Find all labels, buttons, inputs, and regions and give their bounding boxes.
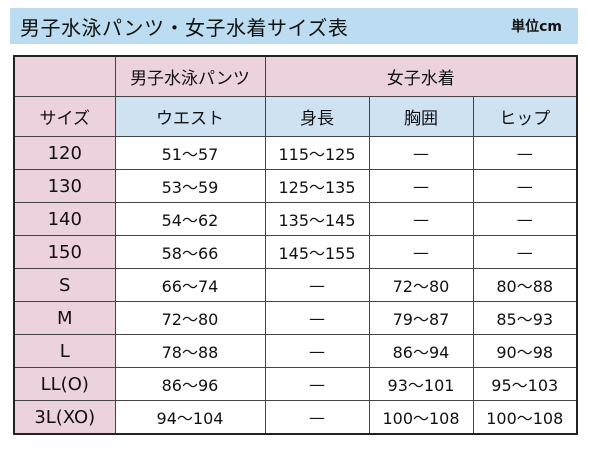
column-header-chest: 胸囲 [368,96,474,137]
table-row: M 72～80—79～87 85～93 [13,301,578,335]
cell-chest: — [368,202,474,236]
cell-waist: 94～104 [114,400,266,435]
cell-height: — [264,367,370,401]
table-row: 120 51～57 115～125— — [13,136,578,170]
column-header-hip: ヒップ [472,96,578,137]
table-row: 150 58～66 145～155— — [13,235,578,269]
cell-hip: — [472,169,578,203]
cell-chest: 93～101 [368,367,474,401]
cell-hip: — [472,136,578,170]
corner-cell [13,55,116,97]
column-header-height: 身長 [264,96,370,137]
cell-chest: 79～87 [368,301,474,335]
cell-height: 125～135 [264,169,370,203]
cell-size: 140 [13,202,116,236]
cell-size: 130 [13,169,116,203]
cell-size: LL(O) [13,367,116,401]
cell-waist: 58～66 [114,235,266,269]
cell-hip: 90～98 [472,334,578,368]
cell-size: M [13,301,116,335]
cell-chest: — [368,169,474,203]
group-header-boys: 男子水泳パンツ [114,55,266,97]
unit-label: 単位cm [511,19,562,35]
cell-size: S [13,268,116,302]
cell-waist: 78～88 [114,334,266,368]
cell-hip: 100～108 [472,400,578,435]
cell-hip: — [472,202,578,236]
table-row: 140 54～62 135～145— — [13,202,578,236]
cell-chest: 100～108 [368,400,474,435]
table-row: S 66～74—72～80 80～88 [13,268,578,302]
cell-height: 145～155 [264,235,370,269]
cell-hip: 80～88 [472,268,578,302]
cell-height: — [264,268,370,302]
cell-waist: 51～57 [114,136,266,170]
cell-size: 3L(XO) [13,400,116,435]
column-header-size: サイズ [13,96,116,137]
cell-size: 150 [13,235,116,269]
table-row: 3L(XO) 94～104—100～108 100～108 [13,400,578,435]
page-title: 男子水泳パンツ・女子水着サイズ表 [20,15,349,40]
size-table: 男子水泳パンツ 女子水着 サイズ ウエスト 身長 胸囲 ヒップ 120 51～57… [13,55,578,435]
cell-waist: 86～96 [114,367,266,401]
cell-size: L [13,334,116,368]
cell-height: 115～125 [264,136,370,170]
cell-waist: 66～74 [114,268,266,302]
cell-waist: 72～80 [114,301,266,335]
cell-height: — [264,301,370,335]
cell-height: 135～145 [264,202,370,236]
cell-hip: — [472,235,578,269]
title-bar: 男子水泳パンツ・女子水着サイズ表 単位cm [10,8,578,44]
cell-chest: — [368,235,474,269]
cell-chest: 86～94 [368,334,474,368]
column-header-waist: ウエスト [114,96,266,137]
group-header-girls: 女子水着 [264,55,578,97]
table-row: L 78～88—86～94 90～98 [13,334,578,368]
cell-chest: 72～80 [368,268,474,302]
cell-height: — [264,400,370,435]
cell-height: — [264,334,370,368]
cell-hip: 95～103 [472,367,578,401]
table-row: LL(O) 86～96—93～101 95～103 [13,367,578,401]
cell-hip: 85～93 [472,301,578,335]
cell-chest: — [368,136,474,170]
cell-size: 120 [13,136,116,170]
table-body: 120 51～57 115～125— —130 53～59 125～135— —140 54～… [13,136,578,435]
cell-waist: 53～59 [114,169,266,203]
cell-waist: 54～62 [114,202,266,236]
table-row: 130 53～59 125～135— — [13,169,578,203]
